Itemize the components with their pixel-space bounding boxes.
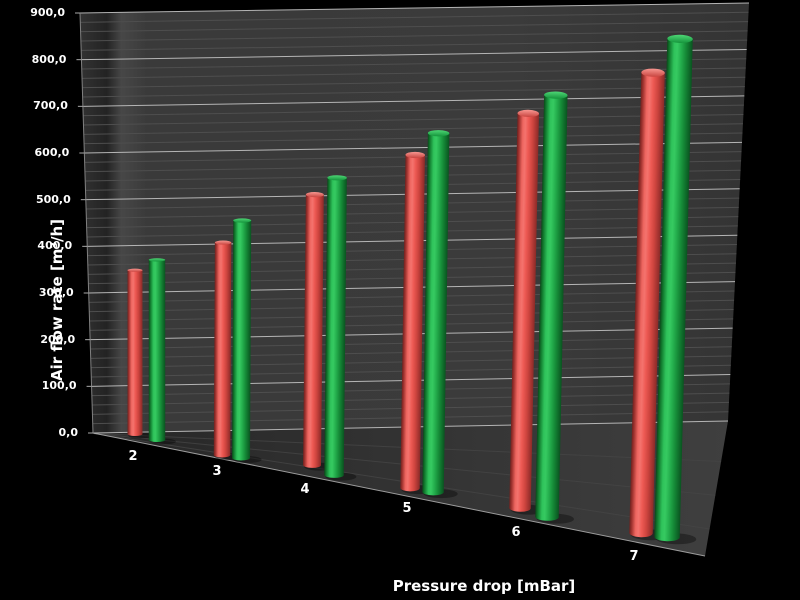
bar-green-7 (654, 34, 697, 545)
bar-red-5 (400, 151, 433, 495)
y-tick-label-0,0: 0,0 (58, 426, 79, 439)
y-axis-line (79, 12, 94, 434)
bar-green-3 (232, 218, 262, 464)
y-tick-label-300,0: 300,0 (38, 286, 74, 299)
category-label-2: 2 (128, 449, 138, 464)
bar-green-4 (324, 175, 357, 481)
category-label-5: 5 (402, 501, 412, 516)
category-label-6: 6 (511, 525, 521, 540)
category-label-4: 4 (300, 482, 310, 497)
y-tick-label-400,0: 400,0 (37, 239, 73, 253)
y-tick-label-100,0: 100,0 (41, 379, 77, 393)
bar-green-6 (535, 91, 574, 524)
y-tick-label-700,0: 700,0 (33, 99, 68, 113)
category-label-3: 3 (212, 464, 222, 479)
category-label-7: 7 (629, 549, 639, 564)
floor-front-edge (92, 432, 706, 557)
y-tick-label-800,0: 800,0 (31, 52, 67, 66)
x-axis-title: Pressure drop [mBar] (392, 577, 576, 595)
bars (127, 34, 697, 545)
y-tick-label-500,0: 500,0 (35, 192, 71, 206)
y-tick-label-900,0: 900,0 (30, 6, 65, 19)
bar-green-2 (148, 258, 176, 445)
y-axis-ticks (75, 12, 93, 434)
bar-red-2 (127, 268, 153, 439)
y-tick-label-600,0: 600,0 (34, 146, 70, 159)
y-axis-title: Air flow rate [m³/h] (48, 218, 66, 382)
y-tick-label-200,0: 200,0 (40, 332, 76, 346)
bar-red-6 (509, 109, 545, 515)
bar-green-5 (422, 130, 458, 499)
